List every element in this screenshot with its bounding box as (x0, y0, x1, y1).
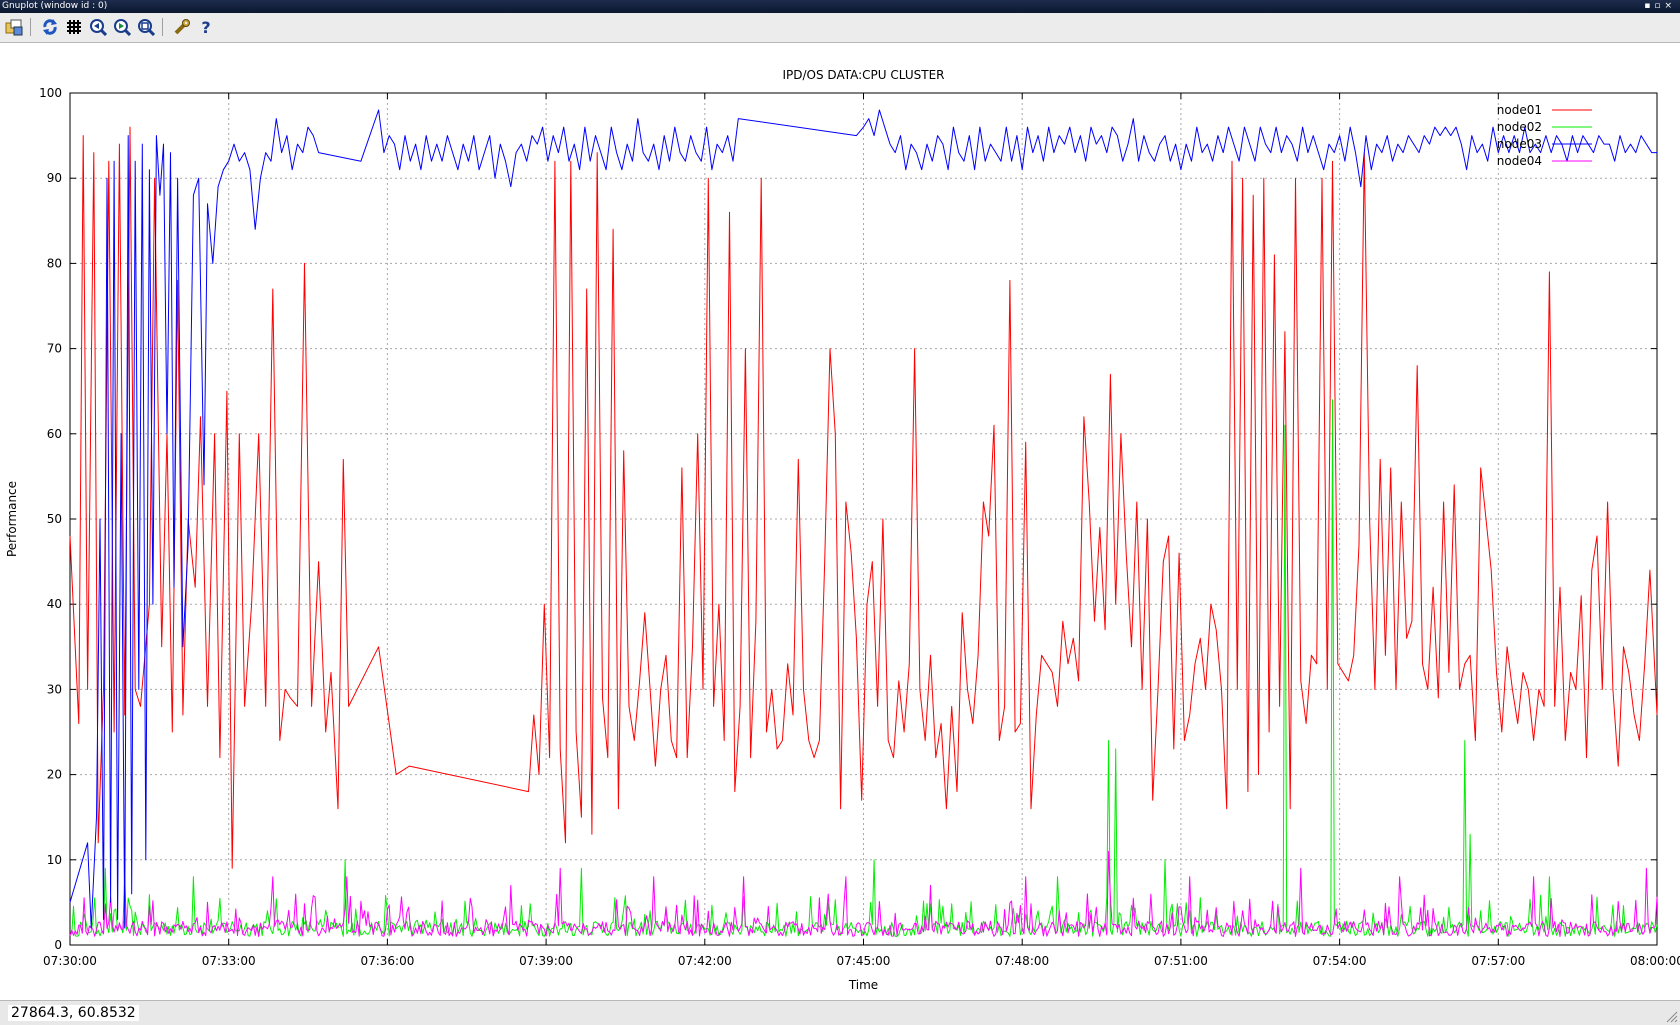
x-tick-label: 07:33:00 (202, 954, 256, 968)
x-tick-label: 07:45:00 (837, 954, 891, 968)
help-icon: ? (201, 18, 210, 36)
unzoom-icon (138, 19, 155, 36)
x-axis-label: Time (848, 978, 878, 992)
legend-label-node02[interactable]: node02 (1497, 120, 1542, 134)
x-tick-label: 07:48:00 (995, 954, 1049, 968)
toolbar-separator (162, 18, 163, 36)
y-tick-label: 60 (47, 427, 62, 441)
window-controls[interactable]: ▪▫× (1644, 0, 1676, 13)
x-tick-label: 07:54:00 (1313, 954, 1367, 968)
window-titlebar: Gnuplot (window id : 0) ▪▫× (0, 0, 1680, 13)
x-tick-label: 07:42:00 (678, 954, 732, 968)
export-icon (5, 19, 23, 36)
grid-icon (67, 20, 81, 34)
zoom-previous-icon (90, 19, 107, 36)
replot-icon (43, 19, 57, 35)
replot-button[interactable] (40, 17, 60, 37)
maximize-icon[interactable]: ▫ (1654, 1, 1665, 11)
export-button[interactable] (4, 17, 24, 37)
settings-button[interactable] (172, 17, 192, 37)
y-axis-label: Performance (5, 481, 19, 557)
resize-grip-icon[interactable] (1664, 1009, 1678, 1023)
y-tick-label: 40 (47, 597, 62, 611)
toolbar-separator (30, 18, 31, 36)
series-line-node01 (69, 126, 1658, 869)
coordinate-readout: 27864.3, 60.8532 (8, 1005, 139, 1021)
series-line-node04 (69, 850, 1658, 937)
x-tick-label: 08:00:00 (1630, 954, 1680, 968)
zoom-next-icon (114, 19, 131, 36)
y-tick-label: 100 (39, 86, 62, 100)
series-line-node03 (69, 109, 1657, 929)
x-tick-label: 07:36:00 (360, 954, 414, 968)
x-tick-label: 07:57:00 (1471, 954, 1525, 968)
y-tick-label: 80 (47, 256, 62, 270)
zoom-next-button[interactable] (112, 17, 132, 37)
grid-button[interactable] (64, 17, 84, 37)
settings-icon (174, 19, 190, 35)
series-line-node02 (69, 399, 1658, 937)
zoom-previous-button[interactable] (88, 17, 108, 37)
legend-label-node04[interactable]: node04 (1497, 154, 1542, 168)
plot-border (69, 92, 1658, 946)
toolbar: ? (0, 13, 1680, 43)
grid-lines (70, 93, 1657, 945)
legend[interactable]: node01 node02 node03 node04 (1497, 103, 1592, 168)
x-axis-ticks: 07:30:00 07:33:00 07:36:00 07:39:00 07:42:00… (43, 93, 1680, 968)
y-tick-label: 90 (47, 171, 62, 185)
y-tick-label: 30 (47, 682, 62, 696)
x-tick-label: 07:39:00 (519, 954, 573, 968)
chart-title: IPD/OS DATA:CPU CLUSTER (782, 68, 944, 82)
y-tick-label: 0 (54, 938, 62, 952)
legend-label-node01[interactable]: node01 (1497, 103, 1542, 117)
y-tick-label: 10 (47, 853, 62, 867)
minimize-icon[interactable]: ▪ (1644, 1, 1655, 11)
series-lines (69, 109, 1658, 937)
x-tick-label: 07:51:00 (1154, 954, 1208, 968)
y-tick-label: 20 (47, 768, 62, 782)
legend-label-node03[interactable]: node03 (1497, 137, 1542, 151)
status-bar: 27864.3, 60.8532 (0, 1000, 1680, 1025)
help-button[interactable]: ? (196, 17, 216, 37)
close-icon[interactable]: × (1664, 1, 1676, 11)
y-tick-label: 70 (47, 342, 62, 356)
svg-text:?: ? (201, 18, 210, 36)
window-title: Gnuplot (window id : 0) (2, 1, 108, 11)
y-tick-label: 50 (47, 512, 62, 526)
x-tick-label: 07:30:00 (43, 954, 97, 968)
unzoom-button[interactable] (136, 17, 156, 37)
